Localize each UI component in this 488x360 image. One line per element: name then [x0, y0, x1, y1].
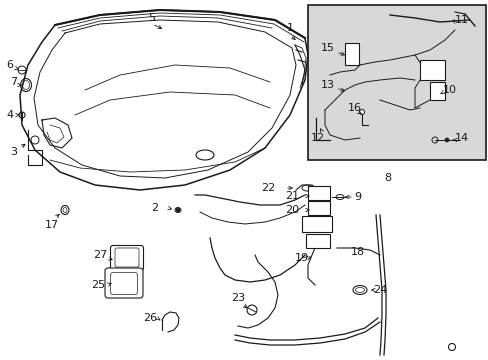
Text: 17: 17 [45, 220, 59, 230]
Text: 19: 19 [294, 253, 308, 263]
Text: 22: 22 [260, 183, 275, 193]
Bar [345, 43, 358, 65]
Circle shape [246, 305, 257, 315]
Text: 7: 7 [10, 77, 18, 87]
Text: 2: 2 [151, 203, 158, 213]
Text: 6: 6 [6, 60, 14, 70]
Text: 1: 1 [286, 23, 293, 33]
Text: 26: 26 [142, 313, 157, 323]
Bar [305, 234, 329, 248]
Text: 14: 14 [454, 133, 468, 143]
Text: 9: 9 [354, 192, 361, 202]
Text: 11: 11 [454, 15, 468, 25]
Text: 20: 20 [285, 205, 299, 215]
Circle shape [176, 208, 180, 212]
FancyBboxPatch shape [110, 246, 143, 270]
Text: 25: 25 [91, 280, 105, 290]
Bar [419, 60, 444, 80]
Bar [307, 201, 329, 215]
FancyBboxPatch shape [110, 273, 137, 294]
FancyBboxPatch shape [115, 248, 139, 267]
Bar [429, 82, 444, 100]
Text: 13: 13 [320, 80, 334, 90]
Text: 10: 10 [442, 85, 456, 95]
Text: 8: 8 [384, 173, 391, 183]
Text: 23: 23 [230, 293, 244, 303]
FancyBboxPatch shape [105, 268, 142, 298]
Text: 12: 12 [310, 133, 325, 143]
Bar [307, 186, 329, 200]
Text: 3: 3 [10, 147, 18, 157]
Circle shape [444, 138, 448, 142]
Text: 27: 27 [93, 250, 107, 260]
Text: 5: 5 [148, 13, 155, 23]
Circle shape [359, 109, 364, 114]
Text: 15: 15 [320, 43, 334, 53]
Text: 16: 16 [347, 103, 361, 113]
Text: 21: 21 [285, 191, 299, 201]
Bar [302, 216, 331, 232]
Text: 24: 24 [372, 285, 386, 295]
Bar [307, 5, 485, 160]
Text: 4: 4 [6, 110, 14, 120]
Text: 18: 18 [350, 247, 365, 257]
